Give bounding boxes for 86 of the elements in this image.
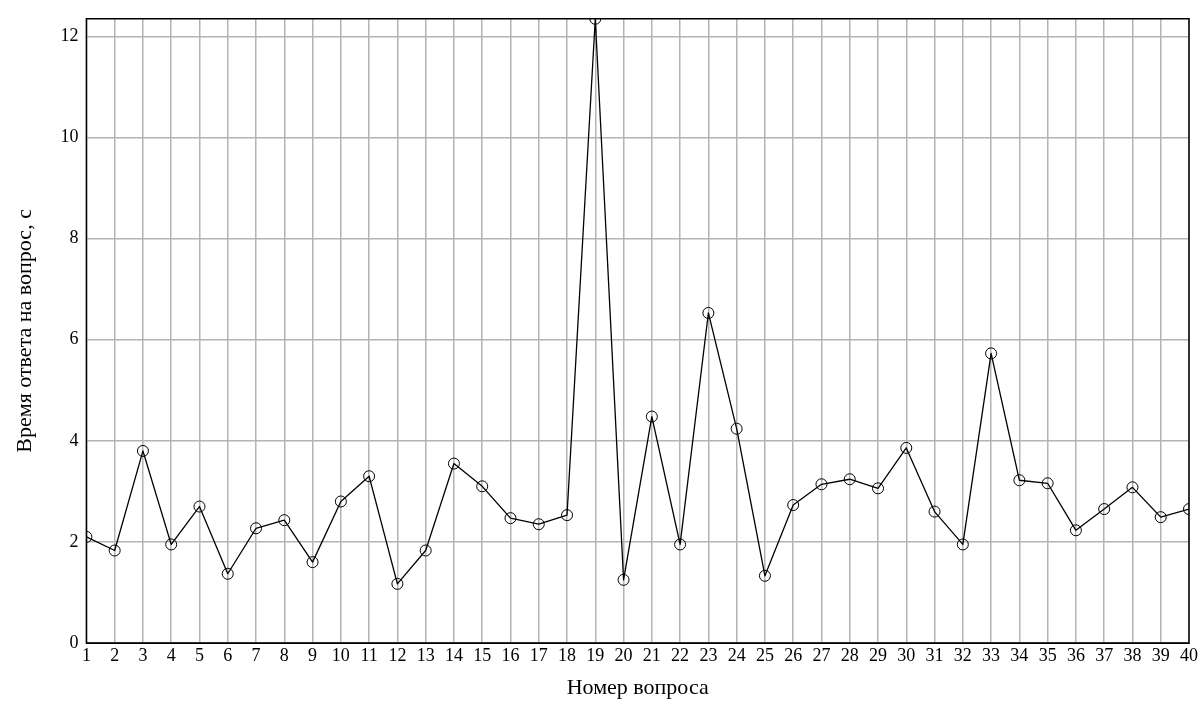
point [136, 444, 149, 457]
x-tick-label: 39 [1151, 644, 1170, 665]
x-tick-label: 40 [1180, 644, 1198, 665]
x-tick-label: 38 [1123, 644, 1142, 665]
point [928, 505, 941, 518]
x-tick-label: 1 [81, 644, 91, 665]
x-tick-label: 11 [360, 644, 378, 665]
point [306, 556, 319, 569]
point [108, 544, 121, 557]
x-tick-label: 20 [614, 644, 633, 665]
x-tick-label: 15 [473, 644, 492, 665]
point [815, 478, 828, 491]
x-axis-title: Номер вопроса [566, 673, 709, 699]
x-tick-label: 12 [388, 644, 407, 665]
x-tick-label: 17 [529, 644, 548, 665]
x-tick-label: 10 [331, 644, 350, 665]
point [758, 569, 771, 582]
point [1013, 474, 1026, 487]
x-tick-label: 37 [1095, 644, 1114, 665]
point [278, 514, 291, 527]
x-tick-label: 23 [699, 644, 718, 665]
point [532, 518, 545, 531]
x-tick-label: 19 [586, 644, 605, 665]
point [900, 441, 913, 454]
point [504, 512, 517, 525]
x-tick-label: 27 [812, 644, 831, 665]
x-tick-label: 24 [727, 644, 746, 665]
point [617, 573, 630, 586]
y-tick-label: 2 [69, 530, 79, 551]
x-tick-label: 2 [110, 644, 120, 665]
x-tick-label: 6 [223, 644, 233, 665]
point [674, 538, 687, 551]
x-tick-label: 13 [416, 644, 435, 665]
point [787, 499, 800, 512]
point [1126, 481, 1139, 494]
x-tick-label: 26 [784, 644, 803, 665]
point [1098, 503, 1111, 516]
point [561, 509, 574, 522]
y-tick-label: 0 [69, 631, 79, 652]
point [872, 482, 885, 495]
x-tick-label: 33 [982, 644, 1001, 665]
point [1041, 477, 1054, 490]
x-tick-label: 30 [897, 644, 916, 665]
point [363, 470, 376, 483]
x-tick-label: 34 [1010, 644, 1029, 665]
x-tick-label: 18 [558, 644, 577, 665]
x-tick-label: 28 [840, 644, 859, 665]
point [221, 567, 234, 580]
point [419, 544, 432, 557]
x-tick-label: 3 [138, 644, 148, 665]
x-tick-label: 5 [194, 644, 204, 665]
x-tick-label: 29 [869, 644, 888, 665]
point [165, 538, 178, 551]
point [730, 422, 743, 435]
y-tick-label: 6 [69, 328, 79, 349]
point [645, 410, 658, 423]
point [193, 500, 206, 513]
x-tick-label: 7 [251, 644, 261, 665]
x-tick-label: 32 [953, 644, 972, 665]
point [476, 480, 489, 493]
y-tick-label: 4 [69, 429, 79, 450]
point [956, 538, 969, 551]
point [391, 577, 404, 590]
x-tick-label: 8 [279, 644, 289, 665]
x-tick-label: 31 [925, 644, 944, 665]
point [1069, 524, 1082, 537]
point [1154, 511, 1167, 524]
x-tick-label: 9 [308, 644, 318, 665]
y-tick-label: 12 [60, 25, 79, 46]
x-tick-label: 16 [501, 644, 520, 665]
point [447, 457, 460, 470]
y-axis-title: Время ответа на вопрос, с [10, 208, 36, 453]
point [985, 347, 998, 360]
point [843, 473, 856, 486]
x-tick-label: 35 [1038, 644, 1057, 665]
x-tick-label: 25 [755, 644, 774, 665]
x-tick-label: 14 [444, 644, 463, 665]
x-tick-label: 4 [166, 644, 176, 665]
point [702, 306, 715, 319]
x-tick-label: 36 [1066, 644, 1085, 665]
x-tick-label: 22 [671, 644, 690, 665]
y-tick-label: 8 [69, 227, 79, 248]
point [334, 495, 347, 508]
y-tick-label: 10 [60, 126, 79, 147]
point [250, 522, 263, 535]
x-tick-label: 21 [642, 644, 661, 665]
